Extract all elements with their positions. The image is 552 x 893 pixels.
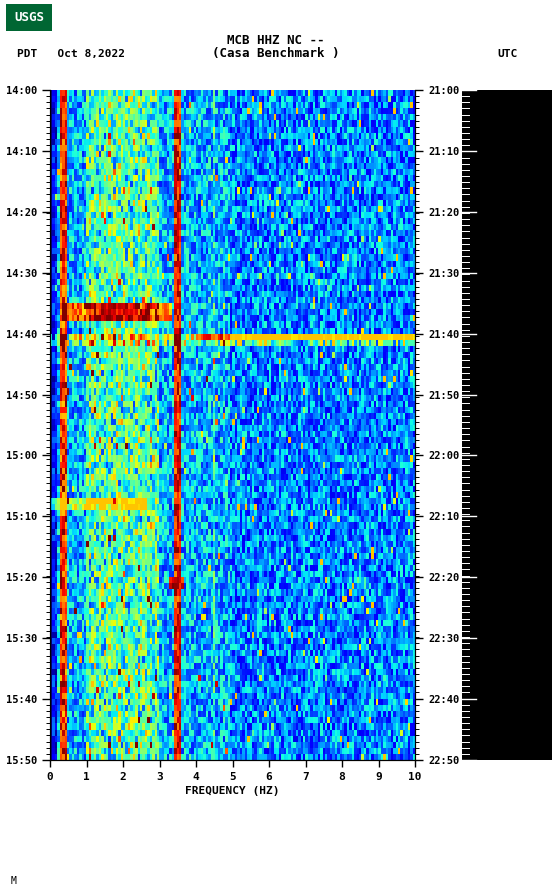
Text: M: M	[11, 876, 17, 886]
Text: MCB HHZ NC --: MCB HHZ NC --	[227, 34, 325, 46]
Text: PDT   Oct 8,2022: PDT Oct 8,2022	[17, 48, 125, 59]
X-axis label: FREQUENCY (HZ): FREQUENCY (HZ)	[185, 786, 280, 796]
Text: USGS: USGS	[14, 12, 44, 24]
Text: (Casa Benchmark ): (Casa Benchmark )	[213, 47, 339, 60]
Text: UTC: UTC	[498, 48, 518, 59]
